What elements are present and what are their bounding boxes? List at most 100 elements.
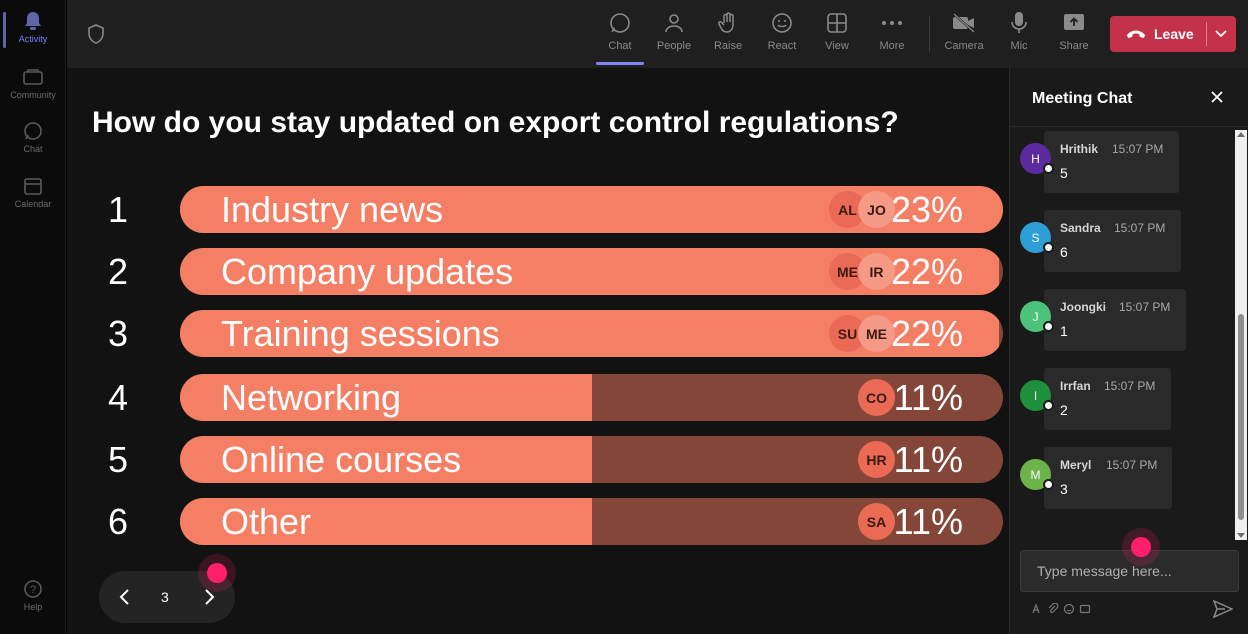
toolbar-raise-button[interactable]: Raise [702, 10, 754, 52]
avatar-initial: I [1033, 388, 1038, 403]
rail-item-activity[interactable]: Activity [0, 10, 66, 48]
message-text: 6 [1060, 244, 1068, 260]
chevron-right-icon[interactable] [199, 587, 219, 612]
leave-divider [1206, 22, 1207, 46]
poll-result-bar: Industry news AL JO 23% [180, 186, 1003, 233]
raise-hand-icon [702, 10, 754, 36]
toolbar-button-label: Share [1059, 40, 1089, 52]
presence-status-icon [1043, 479, 1054, 490]
phone-hangup-icon [1126, 26, 1146, 42]
toolbar-chat-button[interactable]: Chat [594, 10, 646, 65]
chat-title: Meeting Chat [1032, 90, 1133, 107]
chat-message[interactable]: Irrfan 15:07 PM 2 [1044, 368, 1171, 430]
chat-message[interactable]: Meryl 15:07 PM 3 [1044, 447, 1172, 509]
attach-icon[interactable] [1047, 603, 1059, 615]
poll-option-number: 2 [108, 251, 129, 292]
chat-header-divider [1010, 126, 1248, 127]
poll-option-row: 3 Training sessions SU ME 22% [67, 310, 1009, 358]
poll-option-label: Networking [221, 377, 402, 418]
chat-message[interactable]: Sandra 15:07 PM 6 [1044, 210, 1181, 272]
poll-question: How do you stay updated on export contro… [92, 106, 899, 139]
poll-option-row: 6 Other SA 11% [67, 498, 1009, 546]
chat-message[interactable]: Joongki 15:07 PM 1 [1044, 289, 1186, 351]
shield-icon[interactable] [87, 24, 105, 49]
chat-message[interactable]: Hrithik 15:07 PM 5 [1044, 131, 1179, 193]
poll-option-percent: 22% [890, 313, 963, 354]
avatar[interactable]: H [1020, 143, 1054, 174]
avatar[interactable]: M [1020, 459, 1054, 490]
send-icon[interactable] [1212, 599, 1234, 623]
toolbar-mic-button[interactable]: Mic [993, 10, 1045, 52]
voter-avatar: HR [858, 441, 895, 478]
message-text: 3 [1060, 481, 1068, 497]
rail-item-chat[interactable]: Chat [0, 120, 66, 154]
avatar[interactable]: S [1020, 222, 1054, 253]
toolbar-more-button[interactable]: More [866, 10, 918, 52]
scrollbar-thumb[interactable] [1238, 314, 1244, 520]
view-icon [811, 10, 863, 36]
poll-option-label: Online courses [221, 439, 462, 480]
poll-option-number: 6 [108, 501, 129, 542]
avatar-initial: J [1032, 309, 1039, 324]
toolbar-camera-button[interactable]: Camera [938, 10, 990, 52]
gif-icon[interactable] [1079, 603, 1091, 615]
poll-option-number: 1 [108, 189, 129, 230]
poll-result-bar: Networking CO 11% [180, 374, 1003, 421]
camera-off-icon [938, 10, 990, 36]
toolbar-view-button[interactable]: View [811, 10, 863, 52]
presence-status-icon [1043, 242, 1054, 253]
message-timestamp: 15:07 PM [1112, 142, 1164, 156]
chat-icon [594, 10, 646, 36]
toolbar-people-button[interactable]: People [648, 10, 700, 52]
rail-item-help[interactable]: ? Help [0, 578, 66, 612]
react-icon [756, 10, 808, 36]
leave-button[interactable]: Leave [1110, 16, 1236, 52]
calendar-icon [22, 175, 44, 197]
toolbar-button-label: Mic [1010, 40, 1028, 52]
message-text: 2 [1060, 402, 1068, 418]
rail-item-calendar[interactable]: Calendar [0, 175, 66, 209]
toolbar-button-label: React [767, 40, 797, 52]
presence-status-icon [1043, 400, 1054, 411]
voter-avatar: JO [858, 191, 895, 228]
poll-result-bar: Company updates ME IR 22% [180, 248, 1003, 295]
scroll-up-arrow[interactable] [1237, 132, 1245, 137]
chevron-down-icon[interactable] [1214, 26, 1228, 43]
chat-message-input[interactable] [1020, 550, 1239, 592]
poll-option-percent: 11% [893, 501, 963, 542]
rail-item-community[interactable]: Community [0, 66, 66, 100]
people-icon [648, 10, 700, 36]
avatar-initial: H [1031, 151, 1040, 166]
poll-option-row: 5 Online courses HR 11% [67, 436, 1009, 484]
chevron-left-icon[interactable] [115, 587, 135, 612]
rail-item-label: Help [23, 602, 43, 612]
svg-text:?: ? [30, 584, 36, 596]
poll-bar-fill [180, 436, 592, 483]
scroll-down-arrow[interactable] [1237, 533, 1245, 538]
poll-option-percent: 23% [890, 189, 963, 230]
toolbar-button-label: Chat [608, 40, 632, 52]
format-icon[interactable] [1031, 603, 1043, 615]
emoji-icon[interactable] [1063, 603, 1075, 615]
chat-scrollbar[interactable] [1235, 130, 1247, 540]
poll-option-label: Other [221, 501, 312, 542]
chat-format-toolbar [1031, 603, 1091, 615]
poll-option-number: 5 [108, 439, 129, 480]
rail-item-label: Chat [23, 144, 43, 154]
toolbar-button-label: Raise [713, 40, 743, 52]
toolbar-button-label: Camera [944, 40, 984, 52]
message-text: 1 [1060, 323, 1068, 339]
toolbar-react-button[interactable]: React [756, 10, 808, 52]
poll-option-label: Industry news [221, 189, 444, 230]
poll-option-row: 1 Industry news AL JO 23% [67, 186, 1009, 234]
close-icon[interactable] [1210, 90, 1224, 109]
leave-label: Leave [1154, 26, 1194, 42]
pointer-indicator [1131, 537, 1151, 557]
avatar[interactable]: J [1020, 301, 1054, 332]
message-text: 5 [1060, 165, 1068, 181]
poll-bar-fill [180, 498, 592, 545]
avatar[interactable]: I [1020, 380, 1054, 411]
bell-icon [22, 10, 44, 32]
toolbar-share-button[interactable]: Share [1048, 10, 1100, 52]
poll-option-number: 4 [108, 377, 129, 418]
